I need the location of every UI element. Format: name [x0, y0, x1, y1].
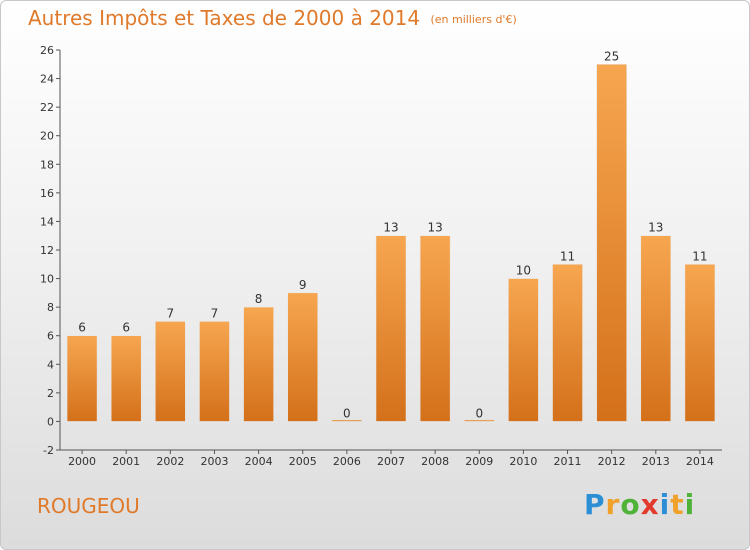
y-tick-label: 4	[47, 358, 54, 371]
bar	[66, 335, 98, 422]
logo-letter: x	[640, 488, 660, 521]
bar-value-label: 6	[78, 321, 86, 335]
bar-value-label: 25	[604, 49, 619, 63]
x-tick-label: 2010	[509, 455, 537, 468]
bar	[243, 306, 274, 422]
y-tick-label: 2	[47, 387, 54, 400]
bar	[155, 321, 186, 422]
bar	[640, 235, 672, 422]
bar	[331, 419, 363, 422]
x-tick-label: 2002	[156, 455, 184, 468]
x-tick-label: 2003	[200, 455, 228, 468]
bar-value-label: 13	[648, 221, 663, 235]
bar	[596, 64, 627, 422]
y-tick-label: 8	[47, 301, 54, 314]
bar	[199, 321, 230, 422]
bar-value-label: 0	[475, 406, 483, 420]
y-tick-label: 6	[47, 330, 54, 343]
bar-value-label: 13	[427, 221, 442, 235]
y-tick-label: 26	[40, 44, 54, 57]
commune-name: ROUGEOU	[37, 494, 140, 518]
y-tick-label: -2	[43, 444, 54, 457]
bar-value-label: 11	[560, 249, 575, 263]
x-tick-label: 2000	[68, 455, 96, 468]
logo-letter: i	[659, 488, 671, 521]
chart-title-unit: (en milliers d'€)	[430, 13, 517, 26]
bar-value-label: 11	[692, 249, 707, 263]
y-tick-label: 14	[40, 215, 54, 228]
y-tick-label: 16	[40, 187, 54, 200]
logo-letter: i	[684, 488, 696, 521]
bar-value-label: 9	[299, 278, 307, 292]
x-tick-label: 2005	[289, 455, 317, 468]
logo-letter: P	[584, 488, 606, 521]
bar	[287, 292, 318, 422]
bar	[419, 235, 451, 422]
bar-value-label: 0	[343, 406, 351, 420]
x-tick-label: 2008	[421, 455, 449, 468]
y-tick-label: 0	[47, 415, 54, 428]
bar	[684, 264, 716, 422]
x-tick-label: 2004	[245, 455, 273, 468]
bar-value-label: 13	[383, 221, 398, 235]
x-tick-label: 2014	[686, 455, 714, 468]
y-tick-label: 24	[40, 73, 54, 86]
bar-value-label: 10	[516, 264, 531, 278]
proxiti-logo: Proxiti	[584, 488, 695, 521]
chart-title-main: Autres Impôts et Taxes de 2000 à 2014	[28, 6, 421, 30]
logo-letter: t	[670, 488, 685, 521]
bar-value-label: 6	[122, 321, 130, 335]
x-tick-label: 2013	[642, 455, 670, 468]
bar-value-label: 7	[211, 306, 219, 320]
y-tick-label: 22	[40, 101, 54, 114]
logo-letter: o	[620, 488, 641, 521]
x-tick-label: 2007	[377, 455, 405, 468]
bar-value-label: 7	[167, 306, 175, 320]
bar	[552, 264, 583, 422]
logo-letter: r	[605, 488, 621, 521]
chart-title: Autres Impôts et Taxes de 2000 à 2014 (e…	[28, 6, 517, 30]
y-tick-label: 18	[40, 158, 54, 171]
y-tick-label: 20	[40, 130, 54, 143]
x-tick-label: 2006	[333, 455, 361, 468]
bar	[464, 419, 495, 422]
y-tick-label: 12	[40, 244, 54, 257]
x-tick-label: 2012	[598, 455, 626, 468]
bar	[375, 235, 407, 422]
x-tick-label: 2011	[554, 455, 582, 468]
bar-value-label: 8	[255, 292, 263, 306]
x-tick-label: 2001	[112, 455, 140, 468]
bar	[508, 278, 539, 422]
bar	[110, 335, 142, 422]
x-tick-label: 2009	[465, 455, 493, 468]
y-tick-label: 10	[40, 273, 54, 286]
